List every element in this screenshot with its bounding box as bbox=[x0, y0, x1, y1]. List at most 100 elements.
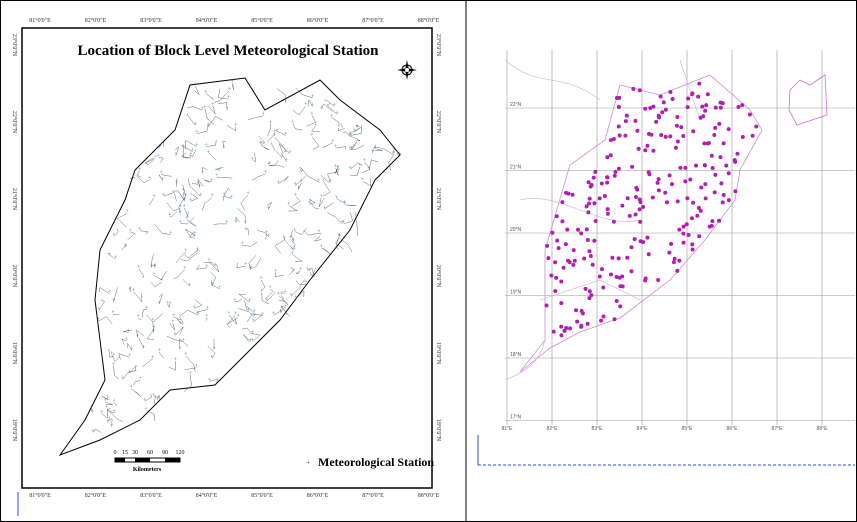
station-dot bbox=[635, 128, 640, 133]
station-dot bbox=[572, 258, 577, 263]
block-boundary bbox=[266, 292, 275, 302]
block-boundary bbox=[241, 327, 253, 335]
station-marker: + bbox=[157, 144, 161, 150]
block-boundary bbox=[292, 123, 303, 131]
station-dot bbox=[637, 207, 642, 212]
block-boundary bbox=[214, 90, 230, 104]
block-boundary bbox=[123, 329, 133, 333]
station-dot bbox=[691, 200, 696, 205]
station-marker: + bbox=[333, 102, 337, 108]
block-boundary bbox=[127, 342, 132, 351]
block-boundary bbox=[251, 173, 266, 181]
station-marker: + bbox=[299, 169, 303, 175]
station-marker: + bbox=[349, 132, 353, 138]
delta bbox=[788, 74, 828, 126]
block-boundary bbox=[274, 136, 287, 153]
station-marker: + bbox=[248, 298, 252, 304]
block-boundary bbox=[276, 88, 287, 104]
block-boundary bbox=[136, 175, 150, 183]
block-boundary bbox=[106, 408, 115, 414]
block-boundary bbox=[184, 207, 189, 218]
block-boundary bbox=[291, 196, 301, 207]
block-boundary bbox=[288, 205, 299, 212]
block-boundary bbox=[171, 190, 185, 202]
block-boundary bbox=[290, 229, 294, 242]
station-dot bbox=[688, 177, 693, 182]
station-dot bbox=[560, 200, 565, 205]
station-marker: + bbox=[330, 113, 334, 119]
station-dot bbox=[605, 211, 610, 216]
station-marker: + bbox=[228, 86, 232, 92]
station-marker: + bbox=[244, 226, 248, 232]
station-dot bbox=[736, 104, 741, 109]
station-marker: + bbox=[281, 154, 285, 160]
station-marker: + bbox=[208, 377, 212, 383]
station-dot bbox=[664, 200, 669, 205]
station-dot bbox=[593, 219, 598, 224]
grid bbox=[505, 50, 855, 425]
station-marker: + bbox=[322, 178, 326, 184]
station-dot bbox=[623, 119, 628, 124]
block-boundary bbox=[127, 232, 136, 240]
station-marker: + bbox=[97, 307, 101, 313]
station-dot bbox=[690, 247, 695, 252]
block-boundary bbox=[275, 272, 284, 278]
block-boundary bbox=[101, 410, 108, 419]
station-marker: + bbox=[123, 243, 127, 249]
station-marker: + bbox=[157, 300, 161, 306]
station-dot bbox=[601, 314, 606, 319]
station-marker: + bbox=[214, 262, 218, 268]
block-boundary bbox=[222, 140, 226, 149]
station-dot bbox=[579, 323, 584, 328]
station-dot bbox=[565, 227, 570, 232]
block-boundary bbox=[202, 166, 208, 174]
scale-label: 60 bbox=[147, 450, 153, 456]
block-boundary bbox=[151, 263, 156, 268]
station-marker: + bbox=[113, 409, 117, 415]
station-dot bbox=[702, 163, 707, 168]
station-marker: + bbox=[145, 305, 149, 311]
block-boundary bbox=[228, 314, 237, 325]
station-marker: + bbox=[225, 220, 229, 226]
latitude-label: 20°0'0"N bbox=[435, 265, 442, 288]
station-marker: + bbox=[233, 298, 237, 304]
station-dot bbox=[647, 131, 652, 136]
station-dot bbox=[697, 81, 702, 86]
station-dot bbox=[670, 96, 675, 101]
station-marker: + bbox=[179, 219, 183, 225]
block-boundary bbox=[195, 264, 207, 270]
station-marker: + bbox=[284, 132, 288, 138]
longitude-label: 83°0'0"E bbox=[140, 17, 162, 24]
block-boundary bbox=[145, 160, 154, 166]
station-marker: + bbox=[91, 409, 95, 415]
station-marker: + bbox=[127, 328, 131, 334]
station-marker: + bbox=[264, 170, 268, 176]
station-dot bbox=[740, 135, 745, 140]
block-boundary bbox=[141, 309, 147, 319]
block-boundary bbox=[351, 127, 360, 133]
station-marker: + bbox=[112, 298, 116, 304]
block-boundary bbox=[139, 230, 149, 235]
station-dot bbox=[617, 95, 622, 100]
block-boundary bbox=[265, 288, 274, 300]
block-boundary bbox=[324, 99, 335, 107]
station-marker: + bbox=[347, 132, 351, 138]
station-marker: + bbox=[198, 184, 202, 190]
station-dot bbox=[700, 104, 705, 109]
station-dot bbox=[684, 222, 689, 227]
station-dot bbox=[554, 214, 559, 219]
longitude-label: 86°0'0"E bbox=[307, 17, 329, 24]
station-dot bbox=[570, 192, 575, 197]
scale-label: 90 bbox=[162, 450, 168, 456]
block-boundary bbox=[349, 142, 357, 151]
station-dot bbox=[677, 258, 682, 263]
block-boundary bbox=[278, 143, 291, 154]
block-boundary bbox=[290, 280, 302, 297]
station-marker: + bbox=[273, 128, 277, 134]
station-dot bbox=[614, 275, 619, 280]
station-dot bbox=[574, 308, 579, 313]
block-boundary bbox=[368, 159, 379, 171]
station-marker: + bbox=[274, 269, 278, 275]
block-boundary bbox=[338, 127, 345, 132]
station-marker: + bbox=[108, 290, 112, 296]
